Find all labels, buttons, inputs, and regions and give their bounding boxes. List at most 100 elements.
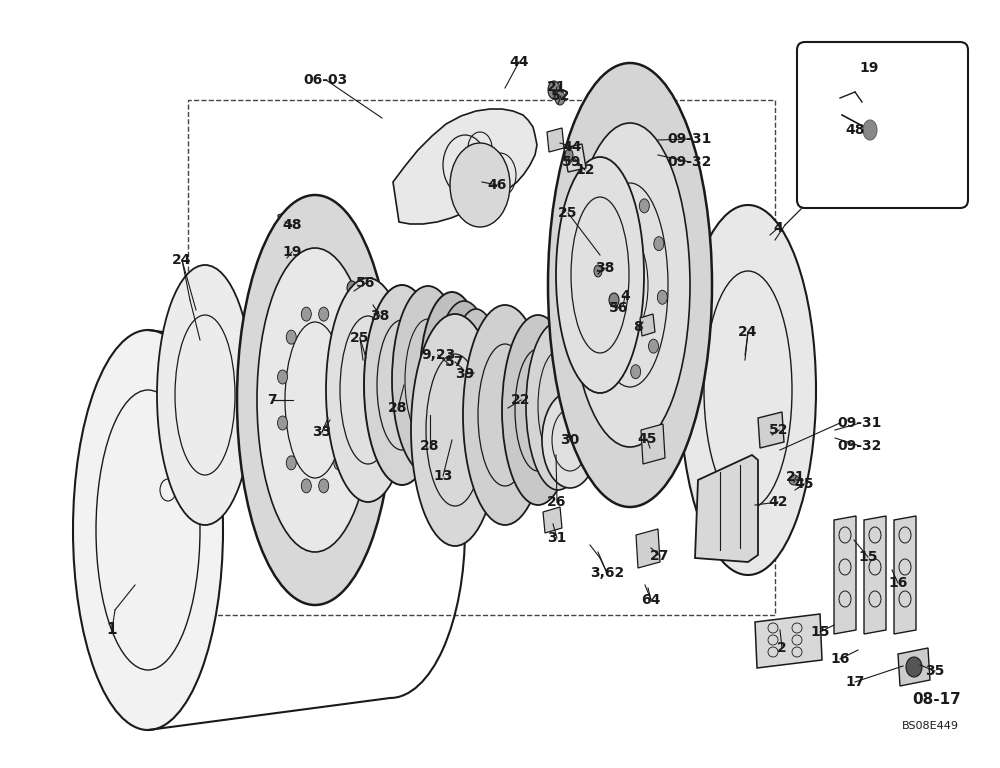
Text: 39: 39 [455, 367, 475, 381]
Ellipse shape [548, 81, 560, 99]
Text: 21: 21 [786, 470, 806, 484]
Text: 38: 38 [370, 309, 390, 323]
Ellipse shape [278, 416, 288, 430]
Text: 46: 46 [487, 178, 507, 192]
Text: 52: 52 [551, 89, 571, 103]
Ellipse shape [593, 266, 603, 280]
Ellipse shape [334, 456, 344, 470]
Text: 09-31: 09-31 [838, 416, 882, 430]
Ellipse shape [555, 91, 565, 105]
Text: 4: 4 [620, 289, 630, 303]
Text: 21: 21 [547, 80, 567, 94]
Ellipse shape [596, 319, 606, 333]
Text: 28: 28 [420, 439, 440, 453]
Ellipse shape [364, 285, 440, 485]
Ellipse shape [73, 330, 223, 730]
Ellipse shape [556, 157, 644, 393]
Text: 59: 59 [562, 155, 582, 169]
Ellipse shape [631, 365, 641, 379]
Text: 13: 13 [433, 469, 453, 483]
FancyBboxPatch shape [797, 42, 968, 208]
Ellipse shape [680, 205, 816, 575]
Text: 57: 57 [445, 355, 465, 369]
Ellipse shape [326, 278, 410, 502]
Polygon shape [898, 648, 930, 686]
Ellipse shape [648, 339, 658, 353]
Ellipse shape [594, 265, 602, 277]
Ellipse shape [542, 392, 598, 488]
Ellipse shape [157, 265, 253, 525]
Ellipse shape [789, 475, 799, 485]
Ellipse shape [526, 322, 590, 490]
Ellipse shape [286, 456, 296, 470]
Ellipse shape [450, 143, 510, 227]
Text: 3,62: 3,62 [590, 566, 624, 580]
Text: 4: 4 [773, 221, 783, 235]
Ellipse shape [334, 330, 344, 344]
Ellipse shape [342, 370, 352, 384]
Ellipse shape [863, 120, 877, 140]
Text: 35: 35 [925, 664, 945, 678]
Text: 52: 52 [769, 423, 789, 437]
Text: 26: 26 [547, 495, 567, 509]
Text: 24: 24 [172, 253, 192, 267]
Polygon shape [755, 614, 822, 668]
Text: BS08E449: BS08E449 [902, 721, 958, 731]
Text: 16: 16 [888, 576, 908, 590]
Polygon shape [547, 128, 564, 152]
Text: 27: 27 [650, 549, 670, 563]
Text: 45: 45 [637, 432, 657, 446]
Text: 56: 56 [609, 301, 629, 315]
Text: 15: 15 [810, 625, 830, 639]
Ellipse shape [319, 307, 329, 321]
Ellipse shape [319, 479, 329, 493]
Ellipse shape [257, 248, 373, 552]
Ellipse shape [281, 252, 289, 264]
Ellipse shape [420, 292, 484, 460]
Text: 09-32: 09-32 [668, 155, 712, 169]
Text: 09-31: 09-31 [668, 132, 712, 146]
Text: 06-03: 06-03 [304, 73, 348, 87]
Text: 31: 31 [547, 531, 567, 545]
Text: 42: 42 [768, 495, 788, 509]
Ellipse shape [278, 370, 288, 384]
Ellipse shape [657, 290, 667, 304]
Ellipse shape [602, 217, 612, 231]
Text: 28: 28 [388, 401, 408, 415]
Ellipse shape [411, 314, 499, 546]
Text: 33: 33 [312, 425, 332, 439]
Text: 44: 44 [562, 140, 582, 154]
Ellipse shape [906, 657, 922, 677]
Text: 19: 19 [859, 61, 879, 75]
Text: 48: 48 [282, 218, 302, 232]
Polygon shape [864, 516, 886, 634]
Text: 24: 24 [738, 325, 758, 339]
Ellipse shape [301, 307, 311, 321]
Ellipse shape [502, 315, 574, 505]
Text: 56: 56 [356, 276, 376, 290]
Polygon shape [564, 144, 586, 172]
Polygon shape [894, 516, 916, 634]
Polygon shape [308, 270, 318, 288]
Ellipse shape [548, 63, 712, 507]
Text: 30: 30 [560, 433, 580, 447]
Ellipse shape [619, 191, 629, 205]
Polygon shape [834, 516, 856, 634]
Text: 48: 48 [845, 123, 865, 137]
Text: 25: 25 [350, 331, 370, 345]
Text: 22: 22 [511, 393, 531, 407]
Ellipse shape [237, 195, 393, 605]
Ellipse shape [570, 123, 690, 447]
Text: 9,23: 9,23 [421, 348, 455, 362]
Text: 25: 25 [558, 206, 578, 220]
Text: 7: 7 [267, 393, 277, 407]
Ellipse shape [639, 199, 649, 213]
Ellipse shape [347, 281, 357, 295]
Text: 19: 19 [282, 245, 302, 259]
Text: 38: 38 [595, 261, 615, 275]
Text: 08-17: 08-17 [913, 691, 961, 707]
Polygon shape [695, 455, 758, 562]
Text: 44: 44 [509, 55, 529, 69]
Polygon shape [393, 109, 537, 224]
Text: 45: 45 [794, 477, 814, 491]
